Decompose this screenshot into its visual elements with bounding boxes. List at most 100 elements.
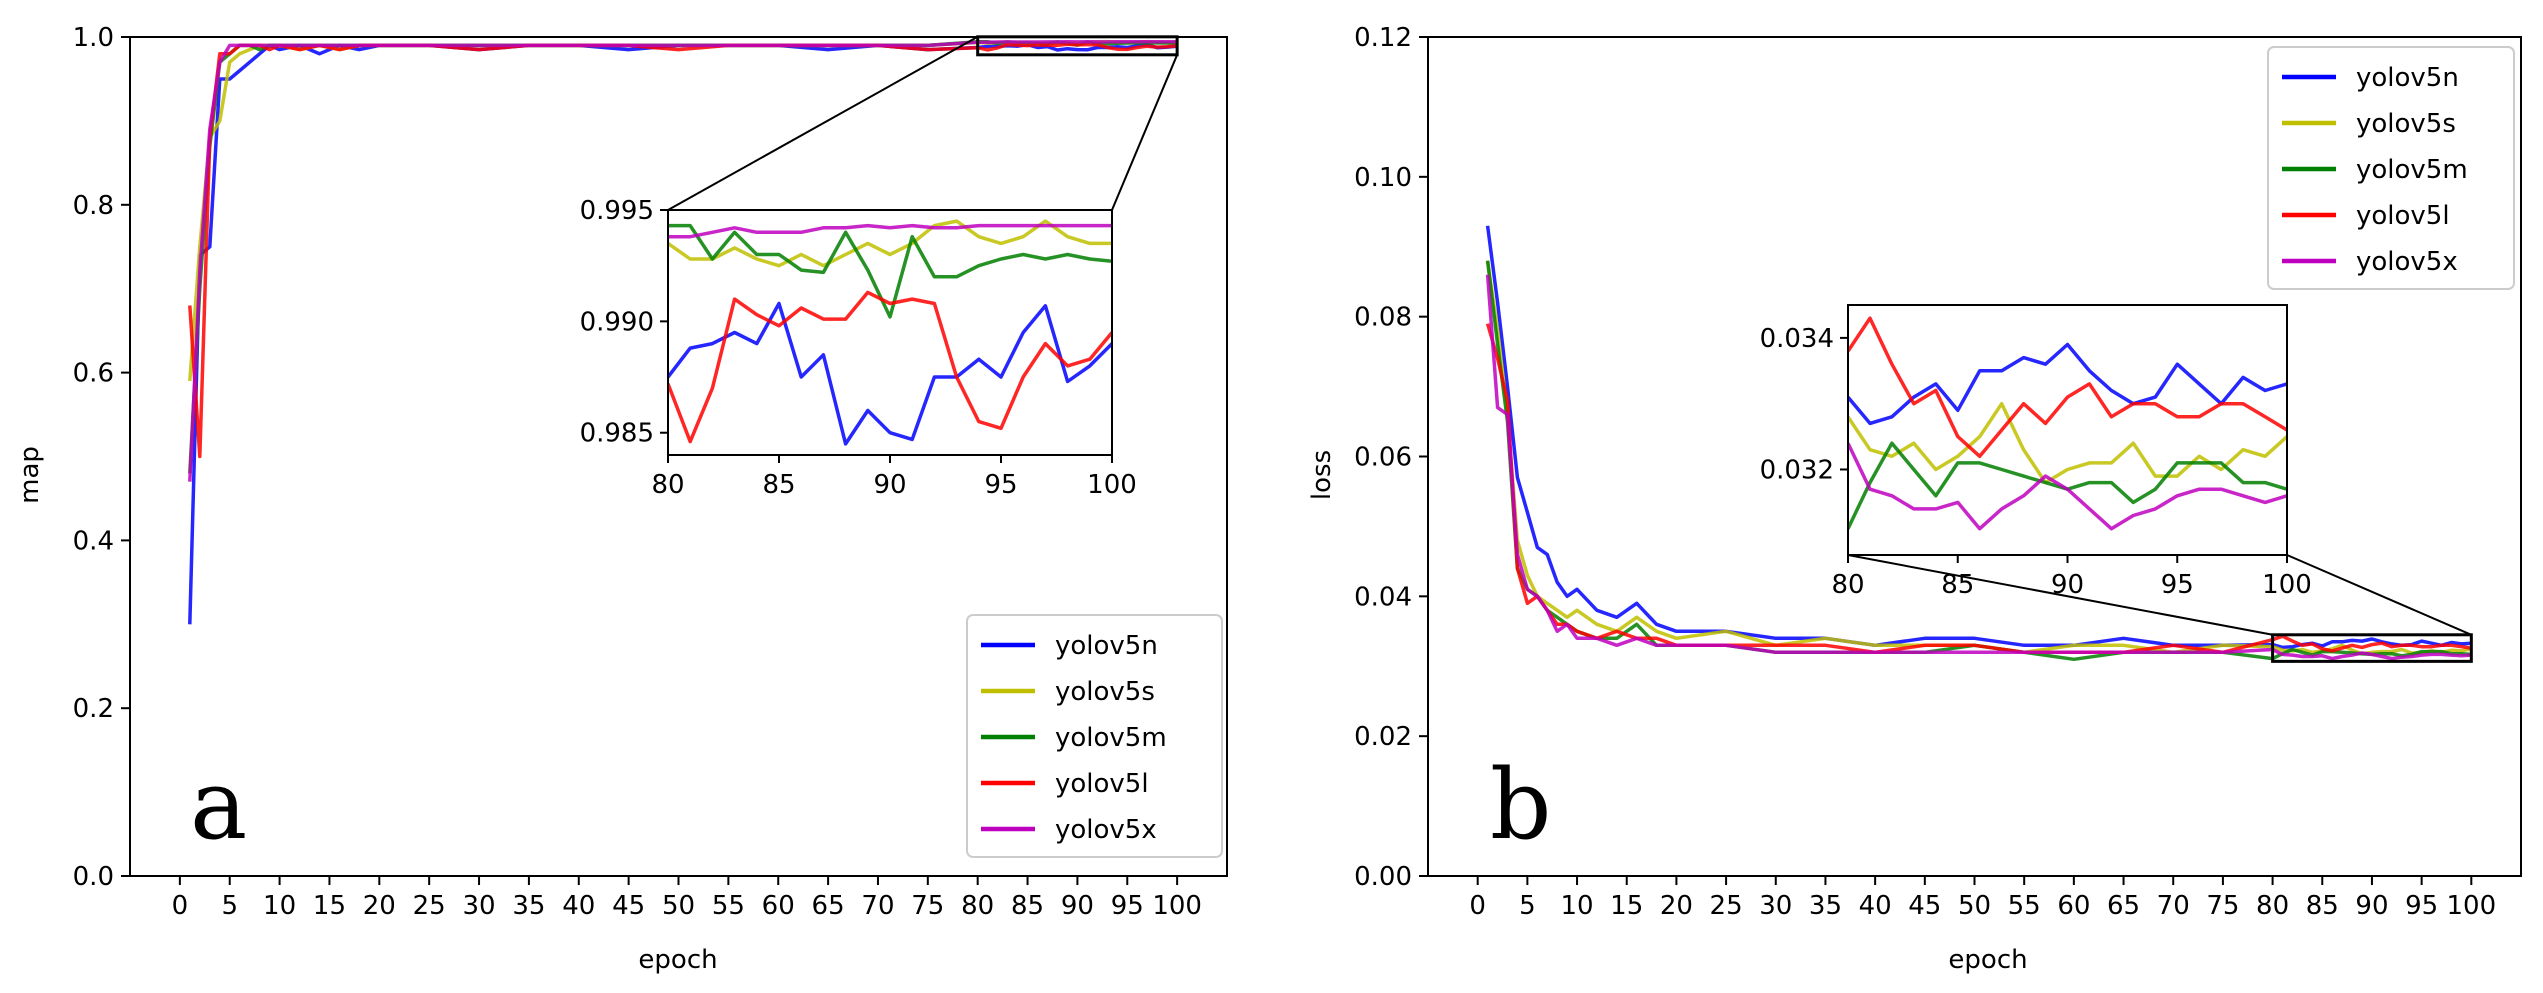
panel-b-inset-ytick-label: 0.034	[1760, 324, 1834, 354]
panel-a-ytick-label: 0.0	[73, 862, 114, 892]
panel-a-legend-label-yolov5m: yolov5m	[1055, 723, 1167, 753]
panel-a-legend-label-yolov5s: yolov5s	[1055, 677, 1155, 707]
panel-a-connector-right	[1111, 54, 1179, 211]
panel-b-ytick-label: 0.02	[1354, 722, 1412, 752]
panel-a-xtick-label: 40	[562, 891, 595, 921]
panel-b-xtick-label: 50	[1958, 891, 1991, 921]
panel-b-xtick-label: 0	[1469, 891, 1486, 921]
panel-a-xtick-label: 10	[263, 891, 296, 921]
panel-b-xtick-label: 55	[2008, 891, 2041, 921]
panel-a-inset-series-line-yolov5n	[668, 301, 1112, 446]
panel-a-inset-series-line-yolov5x	[668, 223, 1112, 239]
panel-b-series-line-yolov5s	[1485, 260, 2472, 656]
panel-b-letter: b	[1490, 749, 1551, 861]
panel-b-inset-series	[1848, 316, 2287, 531]
panel-b-xtick-label: 60	[2057, 891, 2090, 921]
panel-a-xtick-label: 25	[413, 891, 446, 921]
panel-b-axes: 0 5 10 15 20 25 30 35 40 45 50 55 60 65 70 75 80 85 90 95 10…	[1354, 23, 2522, 921]
panel-a-inset-xtick-label: 80	[651, 470, 684, 500]
panel-a-xtick-label: 20	[363, 891, 396, 921]
panel-a-ytick-label: 0.6	[73, 359, 114, 389]
panel-b-legend-label-yolov5s: yolov5s	[2356, 109, 2456, 139]
panel-b-ytick-label: 0.12	[1354, 23, 1412, 53]
panel-b-xtick-label: 45	[1908, 891, 1941, 921]
panel-a-xtick-label: 80	[961, 891, 994, 921]
panel-b-inset-xtick-label: 100	[2262, 570, 2312, 600]
panel-b-ytick-label: 0.04	[1354, 582, 1412, 612]
panel-b-legend-label-yolov5n: yolov5n	[2356, 63, 2459, 93]
panel-b-xtick-label: 95	[2405, 891, 2438, 921]
panel-b-xtick-label: 15	[1610, 891, 1643, 921]
panel-b-connector-right	[2286, 554, 2472, 636]
panel-a-xtick-label: 75	[911, 891, 944, 921]
panel-b-inset: 80 85 90 95 100 0.032 0.034	[1760, 304, 2312, 600]
panel-a-inset-series	[668, 219, 1112, 446]
panel-a-legend: yolov5n yolov5s yolov5m yolov5l yolov5x	[966, 614, 1223, 858]
panel-b-loss-chart: 80 85 90 95 100 0.032 0.034 0 5 10 15 20 25 30 35 40 45…	[1307, 23, 2522, 975]
panel-a-letter: a	[190, 749, 247, 861]
panel-a-legend-label-yolov5n: yolov5n	[1055, 631, 1158, 661]
panel-a-inset: 80 85 90 95 100 0.985 0.990 0.995	[580, 196, 1137, 500]
panel-b-ytick-label: 0.10	[1354, 163, 1412, 193]
panel-b-inset-xtick-label: 80	[1831, 570, 1864, 600]
panel-b-xtick-label: 80	[2256, 891, 2289, 921]
panel-b-connector-left	[1847, 554, 2273, 636]
panel-b-ytick-label: 0.00	[1354, 862, 1412, 892]
panel-a-xtick-label: 55	[712, 891, 745, 921]
panel-a-legend-label-yolov5x: yolov5x	[1055, 815, 1157, 845]
panel-a-ytick-label: 1.0	[73, 23, 114, 53]
panel-a-inset-ytick-label: 0.990	[580, 307, 654, 337]
panel-b-xlabel: epoch	[1948, 945, 2027, 975]
panel-b-legend-box	[2267, 46, 2515, 290]
panel-b-legend-label-yolov5m: yolov5m	[2356, 155, 2468, 185]
panel-b-xtick-label: 30	[1759, 891, 1792, 921]
panel-a-zoom-connectors	[667, 35, 1179, 211]
panel-b-xtick-label: 10	[1560, 891, 1593, 921]
panel-b-xtick-label: 35	[1809, 891, 1842, 921]
panel-a-xtick-label: 30	[462, 891, 495, 921]
panel-b-inset-xtick-label: 85	[1941, 570, 1974, 600]
panel-a-xtick-label: 95	[1111, 891, 1144, 921]
panel-a-inset-xtick-label: 85	[762, 470, 795, 500]
panel-b-xtick-label: 65	[2107, 891, 2140, 921]
panel-b-zoom-region-box	[2271, 633, 2473, 663]
panel-a-xtick-label: 15	[313, 891, 346, 921]
panel-a-series-line-yolov5x	[188, 40, 1178, 482]
panel-b-xtick-label: 100	[2446, 891, 2496, 921]
panel-b-xtick-label: 40	[1859, 891, 1892, 921]
panel-a-inset-series-line-yolov5l	[668, 290, 1112, 444]
panel-b-ytick-label: 0.06	[1354, 443, 1412, 473]
panel-b-xtick-label: 90	[2355, 891, 2388, 921]
panel-b-xtick-label: 5	[1519, 891, 1536, 921]
panel-b-inset-series-line-yolov5x	[1848, 442, 2287, 531]
panel-b-legend-label-yolov5x: yolov5x	[2356, 247, 2458, 277]
panel-a-ytick-label: 0.2	[73, 694, 114, 724]
panel-a-inset-xtick-label: 100	[1087, 470, 1137, 500]
panel-b-zoom-connectors	[1847, 554, 2473, 663]
panel-b-xtick-label: 70	[2157, 891, 2190, 921]
panel-a-ylabel: map	[15, 446, 45, 504]
panel-b-ylabel: loss	[1307, 450, 1337, 500]
panel-b-xtick-label: 25	[1710, 891, 1743, 921]
panel-a-xtick-label: 60	[762, 891, 795, 921]
panel-a-xtick-label: 70	[861, 891, 894, 921]
panel-b-ytick-label: 0.08	[1354, 303, 1412, 333]
panel-a-axes: 0 5 10 15 20 25 30 35 40 45 50 55 60 65 70 75 80 85 90 95 10…	[73, 23, 1228, 921]
panel-a-xtick-label: 100	[1152, 891, 1202, 921]
panel-a-inset-ytick-label: 0.995	[580, 196, 654, 226]
panel-a-xtick-label: 50	[662, 891, 695, 921]
panel-b-legend: yolov5n yolov5s yolov5m yolov5l yolov5x	[2267, 46, 2515, 290]
panel-a-inset-xtick-label: 90	[873, 470, 906, 500]
panel-a-ytick-label: 0.4	[73, 526, 114, 556]
panel-a-connector-left	[667, 35, 979, 211]
panel-a-ytick-label: 0.8	[73, 191, 114, 221]
panel-a-xtick-label: 0	[172, 891, 189, 921]
panel-b-xtick-label: 20	[1660, 891, 1693, 921]
panel-a-xtick-label: 85	[1011, 891, 1044, 921]
panel-a-xtick-label: 5	[221, 891, 238, 921]
panel-b-legend-label-yolov5l: yolov5l	[2356, 201, 2450, 231]
panel-b-xtick-label: 75	[2206, 891, 2239, 921]
panel-a-xtick-label: 90	[1061, 891, 1094, 921]
panel-a-xlabel: epoch	[638, 945, 717, 975]
